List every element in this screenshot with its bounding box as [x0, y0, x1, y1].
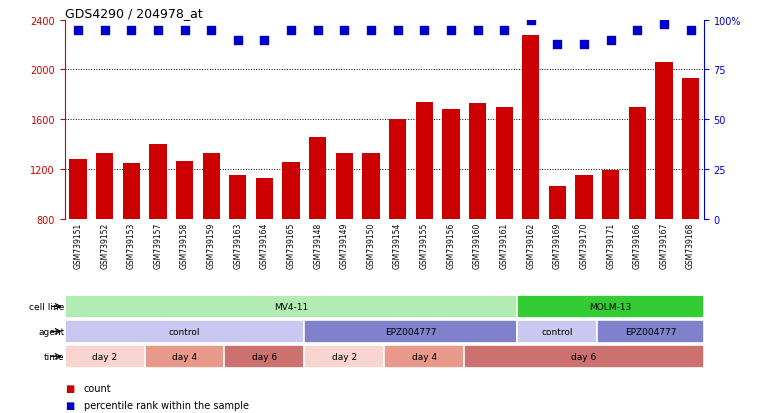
Text: day 2: day 2	[92, 352, 117, 361]
Point	[658, 21, 670, 28]
Text: day 6: day 6	[252, 352, 277, 361]
Point	[231, 37, 244, 44]
Point	[365, 27, 377, 34]
Bar	[442, 110, 460, 219]
Bar	[256, 178, 273, 219]
Text: day 6: day 6	[572, 352, 597, 361]
Bar	[149, 145, 167, 219]
Point	[312, 27, 324, 34]
Point	[471, 27, 484, 34]
Point	[419, 27, 431, 34]
Point	[444, 27, 457, 34]
Text: control: control	[542, 327, 573, 336]
Bar	[224, 345, 304, 368]
Bar	[65, 320, 304, 343]
Text: EPZ004777: EPZ004777	[625, 327, 677, 336]
Bar	[517, 295, 704, 318]
Text: MV4-11: MV4-11	[274, 302, 308, 311]
Point	[151, 27, 164, 34]
Bar	[549, 187, 566, 219]
Text: ■: ■	[65, 400, 74, 410]
Text: time: time	[44, 352, 65, 361]
Bar	[629, 107, 646, 219]
Bar	[655, 63, 673, 219]
Bar	[304, 320, 517, 343]
Point	[391, 27, 403, 34]
Bar	[96, 154, 113, 219]
Bar	[202, 154, 220, 219]
Text: day 4: day 4	[412, 352, 437, 361]
Bar	[309, 138, 326, 219]
Point	[578, 41, 590, 48]
Bar	[384, 345, 464, 368]
Bar	[495, 107, 513, 219]
Point	[178, 27, 190, 34]
Point	[524, 17, 537, 24]
Bar	[362, 154, 380, 219]
Bar	[145, 345, 224, 368]
Point	[338, 27, 350, 34]
Bar	[602, 171, 619, 219]
Text: percentile rank within the sample: percentile rank within the sample	[84, 400, 249, 410]
Bar	[517, 320, 597, 343]
Text: EPZ004777: EPZ004777	[385, 327, 437, 336]
Point	[285, 27, 297, 34]
Bar	[597, 320, 704, 343]
Bar	[65, 295, 517, 318]
Text: cell line: cell line	[30, 302, 65, 311]
Bar	[336, 154, 353, 219]
Text: ■: ■	[65, 383, 74, 393]
Text: control: control	[169, 327, 200, 336]
Point	[684, 27, 696, 34]
Point	[205, 27, 218, 34]
Bar	[123, 164, 140, 219]
Text: count: count	[84, 383, 111, 393]
Point	[258, 37, 271, 44]
Bar	[304, 345, 384, 368]
Text: day 4: day 4	[172, 352, 197, 361]
Bar	[464, 345, 704, 368]
Point	[604, 37, 616, 44]
Text: GDS4290 / 204978_at: GDS4290 / 204978_at	[65, 7, 202, 19]
Text: MOLM-13: MOLM-13	[590, 302, 632, 311]
Point	[551, 41, 563, 48]
Point	[631, 27, 643, 34]
Bar	[65, 345, 145, 368]
Bar	[229, 176, 247, 219]
Text: agent: agent	[39, 327, 65, 336]
Bar	[682, 79, 699, 219]
Bar	[416, 102, 433, 219]
Point	[498, 27, 510, 34]
Bar	[469, 104, 486, 219]
Point	[72, 27, 84, 34]
Bar	[282, 162, 300, 219]
Bar	[176, 161, 193, 219]
Point	[98, 27, 111, 34]
Bar	[389, 120, 406, 219]
Bar	[69, 160, 87, 219]
Bar	[575, 176, 593, 219]
Text: day 2: day 2	[332, 352, 357, 361]
Bar	[522, 36, 540, 219]
Point	[125, 27, 137, 34]
